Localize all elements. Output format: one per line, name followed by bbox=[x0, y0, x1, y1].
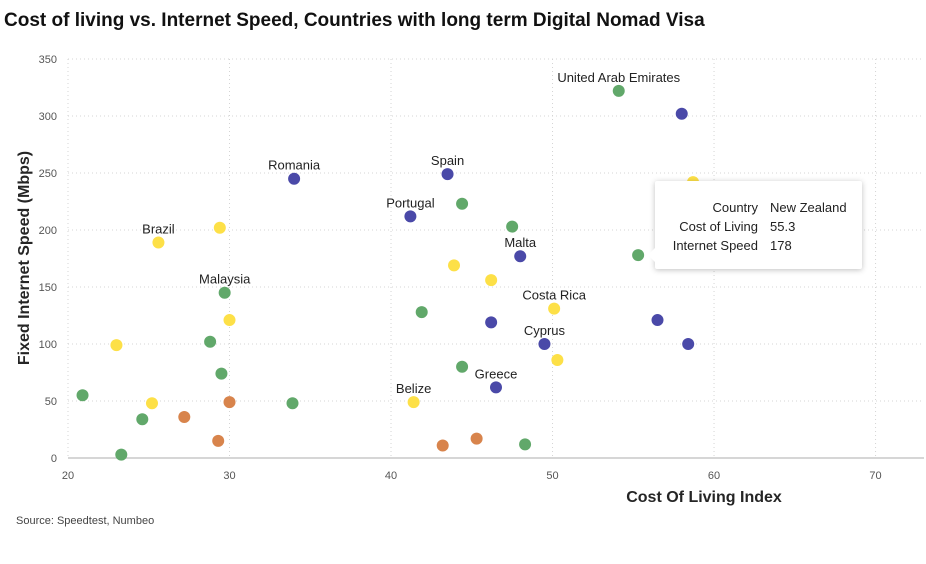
data-point bbox=[675, 107, 688, 120]
data-point bbox=[456, 197, 469, 210]
data-point bbox=[519, 438, 532, 451]
data-points bbox=[76, 84, 700, 461]
y-tick-label: 50 bbox=[45, 396, 57, 408]
data-point bbox=[448, 259, 461, 272]
data-point bbox=[682, 338, 695, 350]
source-note: Source: Speedtest, Numbeo bbox=[16, 515, 155, 527]
data-point bbox=[548, 302, 561, 315]
data-point bbox=[632, 249, 645, 262]
tooltip-key: Internet Speed bbox=[672, 238, 758, 253]
y-tick-label: 350 bbox=[39, 54, 57, 66]
grid-lines bbox=[67, 58, 924, 458]
data-point bbox=[223, 396, 236, 409]
data-point bbox=[612, 84, 625, 97]
tooltip-key: Cost of Living bbox=[679, 219, 758, 234]
data-point bbox=[404, 210, 417, 223]
data-point bbox=[490, 381, 502, 394]
x-tick-label: 20 bbox=[62, 470, 74, 482]
tooltip-value: 178 bbox=[770, 238, 792, 253]
data-point bbox=[456, 360, 469, 373]
point-label: Portugal bbox=[386, 195, 435, 210]
tooltip-value: New Zealand bbox=[770, 200, 847, 215]
data-point bbox=[441, 168, 454, 181]
data-point bbox=[436, 439, 449, 452]
point-label: Belize bbox=[396, 381, 431, 396]
point-labels: Romania Spain Portugal Malta Cyprus Greece Uni… bbox=[142, 70, 680, 396]
point-label: Brazil bbox=[142, 222, 175, 237]
data-point bbox=[213, 221, 226, 234]
data-point bbox=[286, 397, 299, 410]
data-point bbox=[204, 335, 217, 348]
data-point bbox=[212, 434, 225, 447]
x-tick-label: 50 bbox=[546, 470, 558, 482]
y-tick-label: 0 bbox=[51, 453, 57, 465]
data-point bbox=[76, 389, 89, 402]
data-point bbox=[178, 410, 191, 423]
data-point bbox=[538, 338, 551, 350]
x-tick-labels: 20 30 40 50 60 70 bbox=[62, 470, 882, 482]
y-tick-label: 200 bbox=[39, 225, 57, 237]
data-point bbox=[136, 413, 149, 426]
data-point bbox=[470, 432, 483, 445]
data-point bbox=[485, 274, 498, 287]
x-tick-label: 70 bbox=[869, 470, 881, 482]
x-axis-label: Cost Of Living Index bbox=[626, 489, 782, 506]
data-point bbox=[223, 314, 236, 327]
data-point bbox=[651, 314, 664, 327]
point-label: Costa Rica bbox=[522, 288, 586, 303]
point-label: Malaysia bbox=[199, 272, 251, 287]
data-point bbox=[152, 236, 165, 249]
point-label: Spain bbox=[431, 153, 464, 168]
data-point bbox=[145, 397, 158, 410]
y-tick-label: 300 bbox=[39, 111, 57, 123]
data-point bbox=[514, 250, 527, 263]
tooltip: Country New Zealand Cost of Living 55.3 … bbox=[648, 181, 862, 269]
data-point bbox=[415, 306, 428, 319]
data-point bbox=[506, 220, 519, 233]
tooltip-key: Country bbox=[712, 200, 758, 215]
x-tick-label: 60 bbox=[708, 470, 720, 482]
tooltip-arrow bbox=[648, 248, 655, 262]
point-label: Malta bbox=[504, 235, 537, 250]
y-axis-label: Fixed Internet Speed (Mbps) bbox=[16, 151, 33, 365]
point-label: Greece bbox=[475, 366, 518, 381]
data-point bbox=[288, 172, 301, 185]
tooltip-value: 55.3 bbox=[770, 219, 796, 234]
data-point bbox=[215, 367, 228, 380]
chart-title: Cost of living vs. Internet Speed, Count… bbox=[4, 10, 705, 31]
point-label: United Arab Emirates bbox=[557, 70, 680, 85]
point-label: Cyprus bbox=[524, 323, 566, 338]
y-tick-label: 150 bbox=[39, 282, 57, 294]
y-tick-label: 100 bbox=[39, 339, 57, 351]
x-tick-label: 30 bbox=[223, 470, 235, 482]
point-label: Romania bbox=[268, 158, 321, 173]
data-point bbox=[110, 339, 123, 352]
data-point bbox=[115, 448, 128, 461]
y-tick-labels: 0 50 100 150 200 250 300 350 bbox=[39, 54, 57, 465]
data-point bbox=[218, 286, 231, 299]
data-point bbox=[407, 396, 420, 409]
data-point bbox=[485, 316, 498, 329]
x-tick-label: 40 bbox=[385, 470, 397, 482]
data-point bbox=[551, 353, 564, 366]
y-tick-label: 250 bbox=[39, 168, 57, 180]
